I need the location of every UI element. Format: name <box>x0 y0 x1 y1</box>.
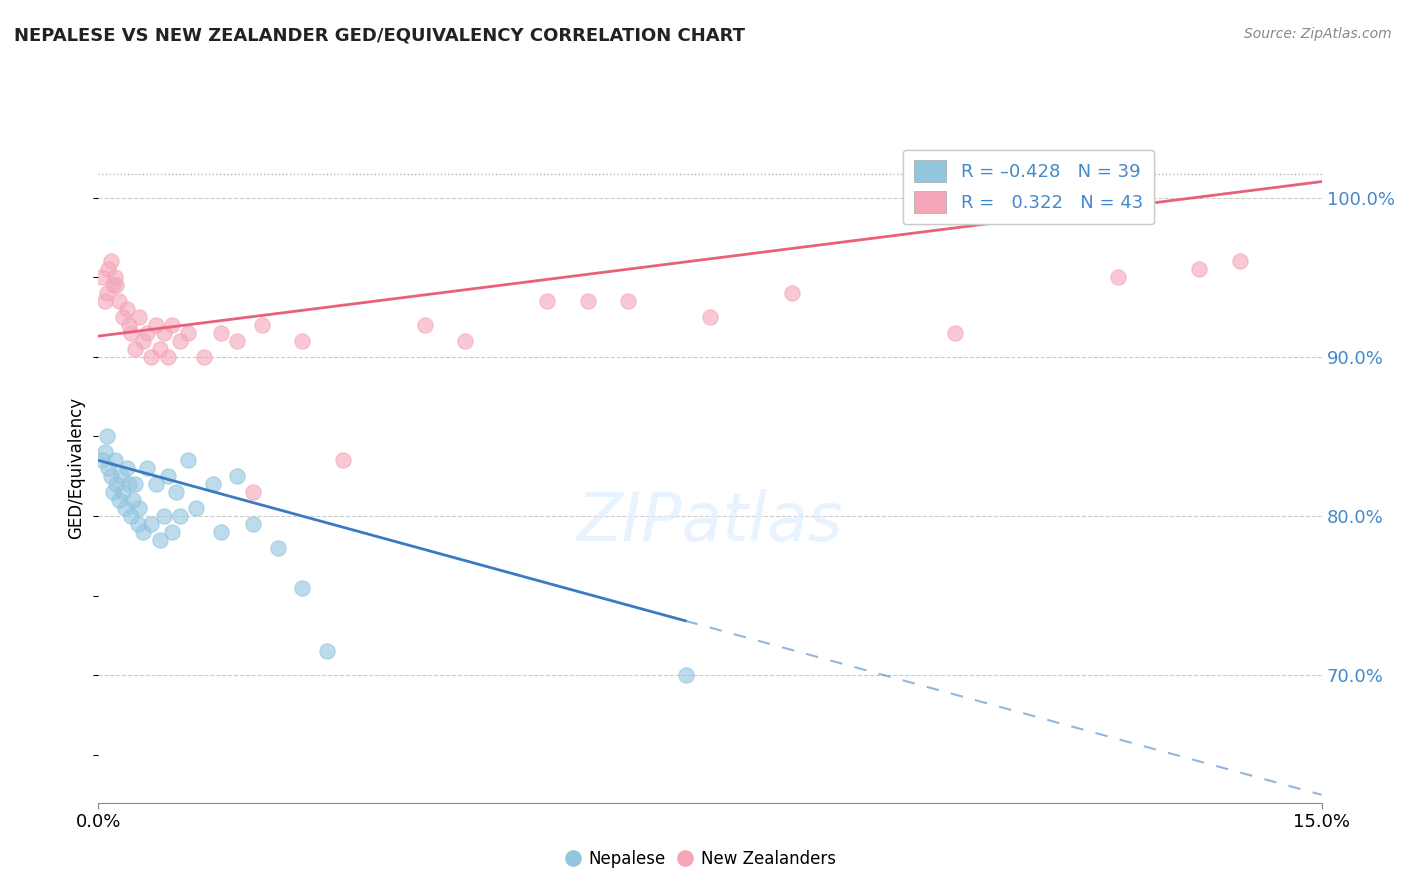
Point <box>141 350 163 364</box>
Point <box>121 493 143 508</box>
Point <box>136 461 159 475</box>
Point <box>780 286 803 301</box>
Point <box>111 310 134 324</box>
Point <box>169 334 191 348</box>
Point <box>209 524 232 539</box>
Point <box>145 318 167 332</box>
Legend: R = –0.428   N = 39, R =   0.322   N = 43: R = –0.428 N = 39, R = 0.322 N = 43 <box>903 150 1153 224</box>
Point <box>115 301 138 316</box>
Point <box>101 485 124 500</box>
Point <box>177 326 200 340</box>
Point <box>315 644 337 658</box>
Point <box>699 310 721 324</box>
Point <box>132 334 155 348</box>
Point <box>160 524 183 539</box>
Point <box>118 318 141 332</box>
Point <box>1229 254 1251 268</box>
Point <box>675 668 697 682</box>
Point <box>110 469 132 483</box>
Point <box>226 334 249 348</box>
Point <box>101 278 124 293</box>
Point <box>120 326 142 340</box>
Y-axis label: GED/Equivalency: GED/Equivalency <box>67 397 86 540</box>
Point <box>193 350 215 364</box>
Point <box>160 318 183 332</box>
Point <box>1107 270 1129 285</box>
Point <box>617 294 640 309</box>
Point <box>454 334 477 348</box>
Point <box>96 429 118 443</box>
Point <box>1188 262 1211 277</box>
Point <box>145 477 167 491</box>
Point <box>105 278 128 293</box>
Text: Source: ZipAtlas.com: Source: ZipAtlas.com <box>1244 27 1392 41</box>
Point <box>111 485 134 500</box>
Point <box>104 453 127 467</box>
Point <box>105 477 128 491</box>
Point <box>536 294 558 309</box>
Point <box>226 469 249 483</box>
Point <box>149 533 172 547</box>
Point <box>141 517 163 532</box>
Point <box>332 453 354 467</box>
Point <box>267 541 290 555</box>
Point <box>94 445 117 459</box>
Point <box>97 262 120 277</box>
Point <box>152 509 174 524</box>
Legend: Nepalese, New Zealanders: Nepalese, New Zealanders <box>564 844 842 875</box>
Point <box>149 342 172 356</box>
Point <box>108 493 131 508</box>
Point <box>118 477 141 491</box>
Point <box>413 318 436 332</box>
Point <box>127 517 149 532</box>
Point <box>156 469 179 483</box>
Point <box>576 294 599 309</box>
Point <box>115 461 138 475</box>
Point <box>242 485 264 500</box>
Point <box>104 270 127 285</box>
Point <box>177 453 200 467</box>
Text: ZIPatlas: ZIPatlas <box>576 489 844 555</box>
Point <box>291 581 314 595</box>
Point <box>943 326 966 340</box>
Point <box>156 350 179 364</box>
Point <box>91 453 114 467</box>
Point <box>209 326 232 340</box>
Point <box>97 461 120 475</box>
Point <box>114 501 136 516</box>
Point <box>169 509 191 524</box>
Point <box>136 326 159 340</box>
Point <box>291 334 314 348</box>
Point <box>96 286 118 301</box>
Point <box>124 342 146 356</box>
Point <box>120 509 142 524</box>
Point <box>152 326 174 340</box>
Text: NEPALESE VS NEW ZEALANDER GED/EQUIVALENCY CORRELATION CHART: NEPALESE VS NEW ZEALANDER GED/EQUIVALENC… <box>14 27 745 45</box>
Point <box>132 524 155 539</box>
Point <box>250 318 273 332</box>
Point <box>242 517 264 532</box>
Point <box>124 477 146 491</box>
Point <box>165 485 187 500</box>
Point <box>100 469 122 483</box>
Point <box>186 501 208 516</box>
Point <box>100 254 122 268</box>
Point <box>128 310 150 324</box>
Point <box>108 294 131 309</box>
Point <box>91 270 114 285</box>
Point <box>128 501 150 516</box>
Point <box>94 294 117 309</box>
Point <box>201 477 224 491</box>
